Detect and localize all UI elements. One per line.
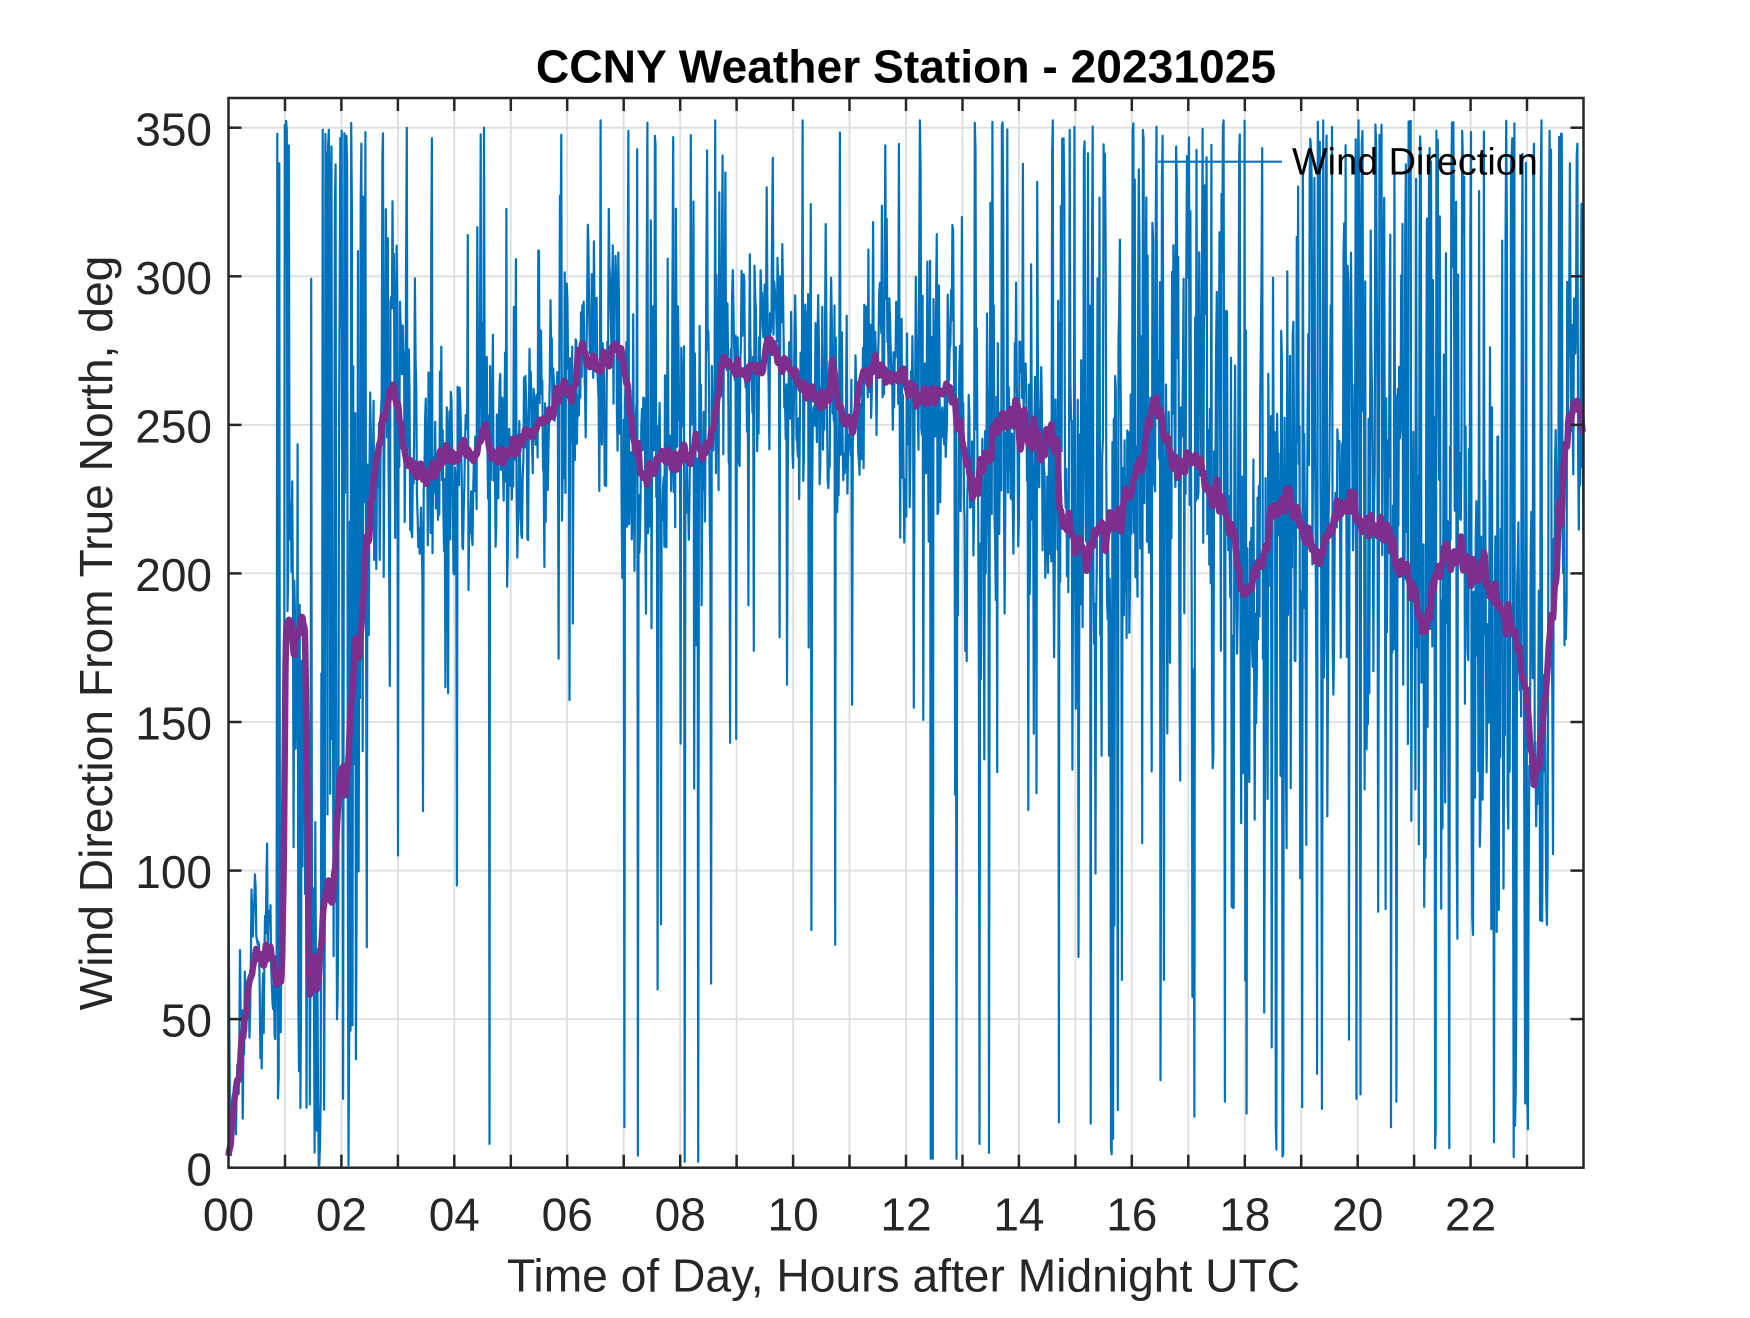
- svg-text:250: 250: [135, 401, 212, 453]
- svg-text:Wind Direction: Wind Direction: [1292, 142, 1538, 184]
- svg-text:02: 02: [316, 1189, 367, 1241]
- svg-text:18: 18: [1219, 1189, 1270, 1241]
- svg-text:Time of Day, Hours after Midni: Time of Day, Hours after Midnight UTC: [507, 1250, 1300, 1302]
- svg-text:00: 00: [203, 1189, 254, 1241]
- svg-text:20: 20: [1332, 1189, 1383, 1241]
- svg-text:300: 300: [135, 252, 212, 304]
- svg-text:14: 14: [993, 1189, 1044, 1241]
- svg-text:10: 10: [768, 1189, 819, 1241]
- svg-text:350: 350: [135, 103, 212, 155]
- svg-text:16: 16: [1106, 1189, 1157, 1241]
- svg-text:0: 0: [186, 1143, 212, 1195]
- svg-text:100: 100: [135, 846, 212, 898]
- svg-text:Wind Direction From True North: Wind Direction From True North, deg: [70, 256, 122, 1011]
- svg-text:04: 04: [429, 1189, 480, 1241]
- svg-text:150: 150: [135, 698, 212, 750]
- svg-text:08: 08: [655, 1189, 706, 1241]
- svg-text:22: 22: [1445, 1189, 1496, 1241]
- svg-text:06: 06: [542, 1189, 593, 1241]
- svg-text:200: 200: [135, 549, 212, 601]
- svg-text:12: 12: [880, 1189, 931, 1241]
- svg-text:50: 50: [161, 995, 212, 1047]
- svg-text:CCNY Weather Station - 2023102: CCNY Weather Station - 20231025: [536, 41, 1276, 93]
